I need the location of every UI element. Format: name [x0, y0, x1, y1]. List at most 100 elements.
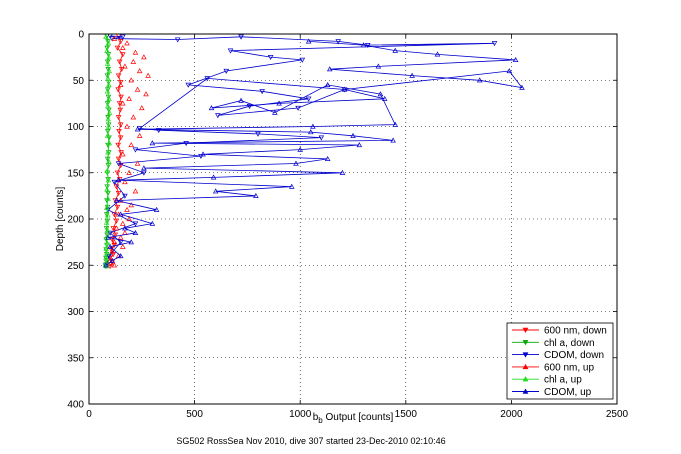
- data-point: [215, 113, 221, 119]
- x-tick-label: 0: [86, 409, 92, 420]
- data-point: [115, 156, 122, 162]
- data-point: [288, 183, 295, 189]
- data-point: [318, 135, 325, 141]
- x-tick-label: 1000: [289, 409, 312, 420]
- data-point: [326, 66, 333, 72]
- data-point: [126, 169, 132, 175]
- x-tick-label: 2500: [606, 409, 629, 420]
- data-point: [267, 55, 274, 61]
- data-point: [124, 206, 130, 212]
- x-axis-label-main: b: [313, 412, 319, 423]
- data-point: [116, 177, 123, 183]
- data-point: [118, 67, 125, 73]
- data-point: [119, 243, 126, 249]
- data-point: [117, 79, 124, 86]
- y-tick-label: 350: [67, 353, 84, 364]
- data-point: [299, 57, 306, 63]
- data-point: [115, 177, 122, 183]
- data-point: [324, 155, 331, 161]
- data-point: [155, 128, 162, 134]
- data-point: [506, 68, 513, 74]
- legend-label: 600 nm, down: [544, 326, 607, 337]
- data-point: [104, 101, 111, 107]
- data-point: [381, 95, 388, 101]
- data-point: [128, 77, 135, 83]
- data-point: [104, 47, 110, 53]
- y-tick-label: 200: [67, 215, 84, 226]
- legend-entry: chl a, down: [512, 338, 595, 349]
- data-point: [297, 146, 303, 152]
- data-point: [141, 170, 147, 176]
- data-point: [119, 151, 126, 157]
- data-point: [204, 76, 211, 82]
- data-point: [114, 204, 121, 210]
- data-point: [105, 129, 111, 135]
- data-point: [113, 225, 120, 231]
- data-point: [105, 115, 111, 121]
- x-tick-label: 1500: [395, 409, 418, 420]
- data-point: [104, 59, 111, 65]
- data-point: [143, 91, 149, 97]
- data-point: [122, 225, 128, 231]
- data-point: [126, 216, 132, 222]
- data-point: [110, 252, 117, 258]
- legend-label: CDOM, down: [544, 350, 604, 361]
- data-point: [136, 132, 143, 138]
- data-point: [335, 39, 342, 45]
- data-point: [103, 33, 109, 39]
- data-point: [434, 51, 441, 57]
- data-point: [109, 248, 116, 254]
- data-point: [153, 206, 160, 212]
- data-point: [491, 41, 498, 47]
- data-point: [116, 59, 123, 65]
- data-point: [305, 96, 312, 102]
- data-point: [255, 131, 261, 137]
- y-tick-label: 150: [67, 168, 84, 179]
- caption: SG502 RossSea Nov 2010, dive 307 started…: [176, 436, 445, 446]
- data-point: [132, 49, 139, 55]
- data-point: [210, 174, 217, 180]
- data-point: [276, 100, 282, 106]
- data-point: [132, 147, 139, 153]
- data-point: [119, 44, 126, 50]
- data-point: [116, 129, 122, 135]
- x-axis-label-rest: Output [counts]: [323, 412, 394, 423]
- y-tick-label: 300: [67, 307, 84, 318]
- data-point: [113, 197, 120, 203]
- data-point: [339, 169, 346, 175]
- data-point: [105, 116, 112, 122]
- data-point: [111, 242, 118, 248]
- data-point: [119, 52, 126, 58]
- data-point: [106, 140, 113, 146]
- data-point: [111, 239, 118, 245]
- data-point: [174, 37, 181, 43]
- data-point: [149, 140, 156, 146]
- legend-label: CDOM, up: [544, 387, 592, 398]
- data-point: [136, 68, 143, 74]
- data-point: [122, 193, 128, 199]
- data-point: [293, 160, 299, 166]
- data-point: [106, 54, 112, 60]
- data-point: [149, 220, 156, 226]
- data-point: [227, 48, 234, 54]
- x-tick-label: 2000: [500, 409, 523, 420]
- data-point: [103, 262, 109, 268]
- data-point: [117, 81, 124, 87]
- data-point: [132, 221, 139, 227]
- data-point: [105, 75, 111, 81]
- data-point: [119, 220, 126, 226]
- legend-marker: [522, 388, 529, 394]
- data-point: [106, 158, 112, 164]
- data-point: [104, 132, 111, 138]
- data-point: [115, 115, 122, 121]
- data-point: [272, 109, 278, 115]
- data-point: [377, 91, 384, 97]
- data-point: [128, 239, 135, 245]
- legend-label: 600 nm, up: [544, 362, 594, 373]
- data-point: [107, 230, 113, 236]
- data-point: [103, 219, 110, 225]
- data-point: [122, 63, 128, 69]
- data-point: [141, 54, 147, 60]
- data-point: [104, 184, 110, 190]
